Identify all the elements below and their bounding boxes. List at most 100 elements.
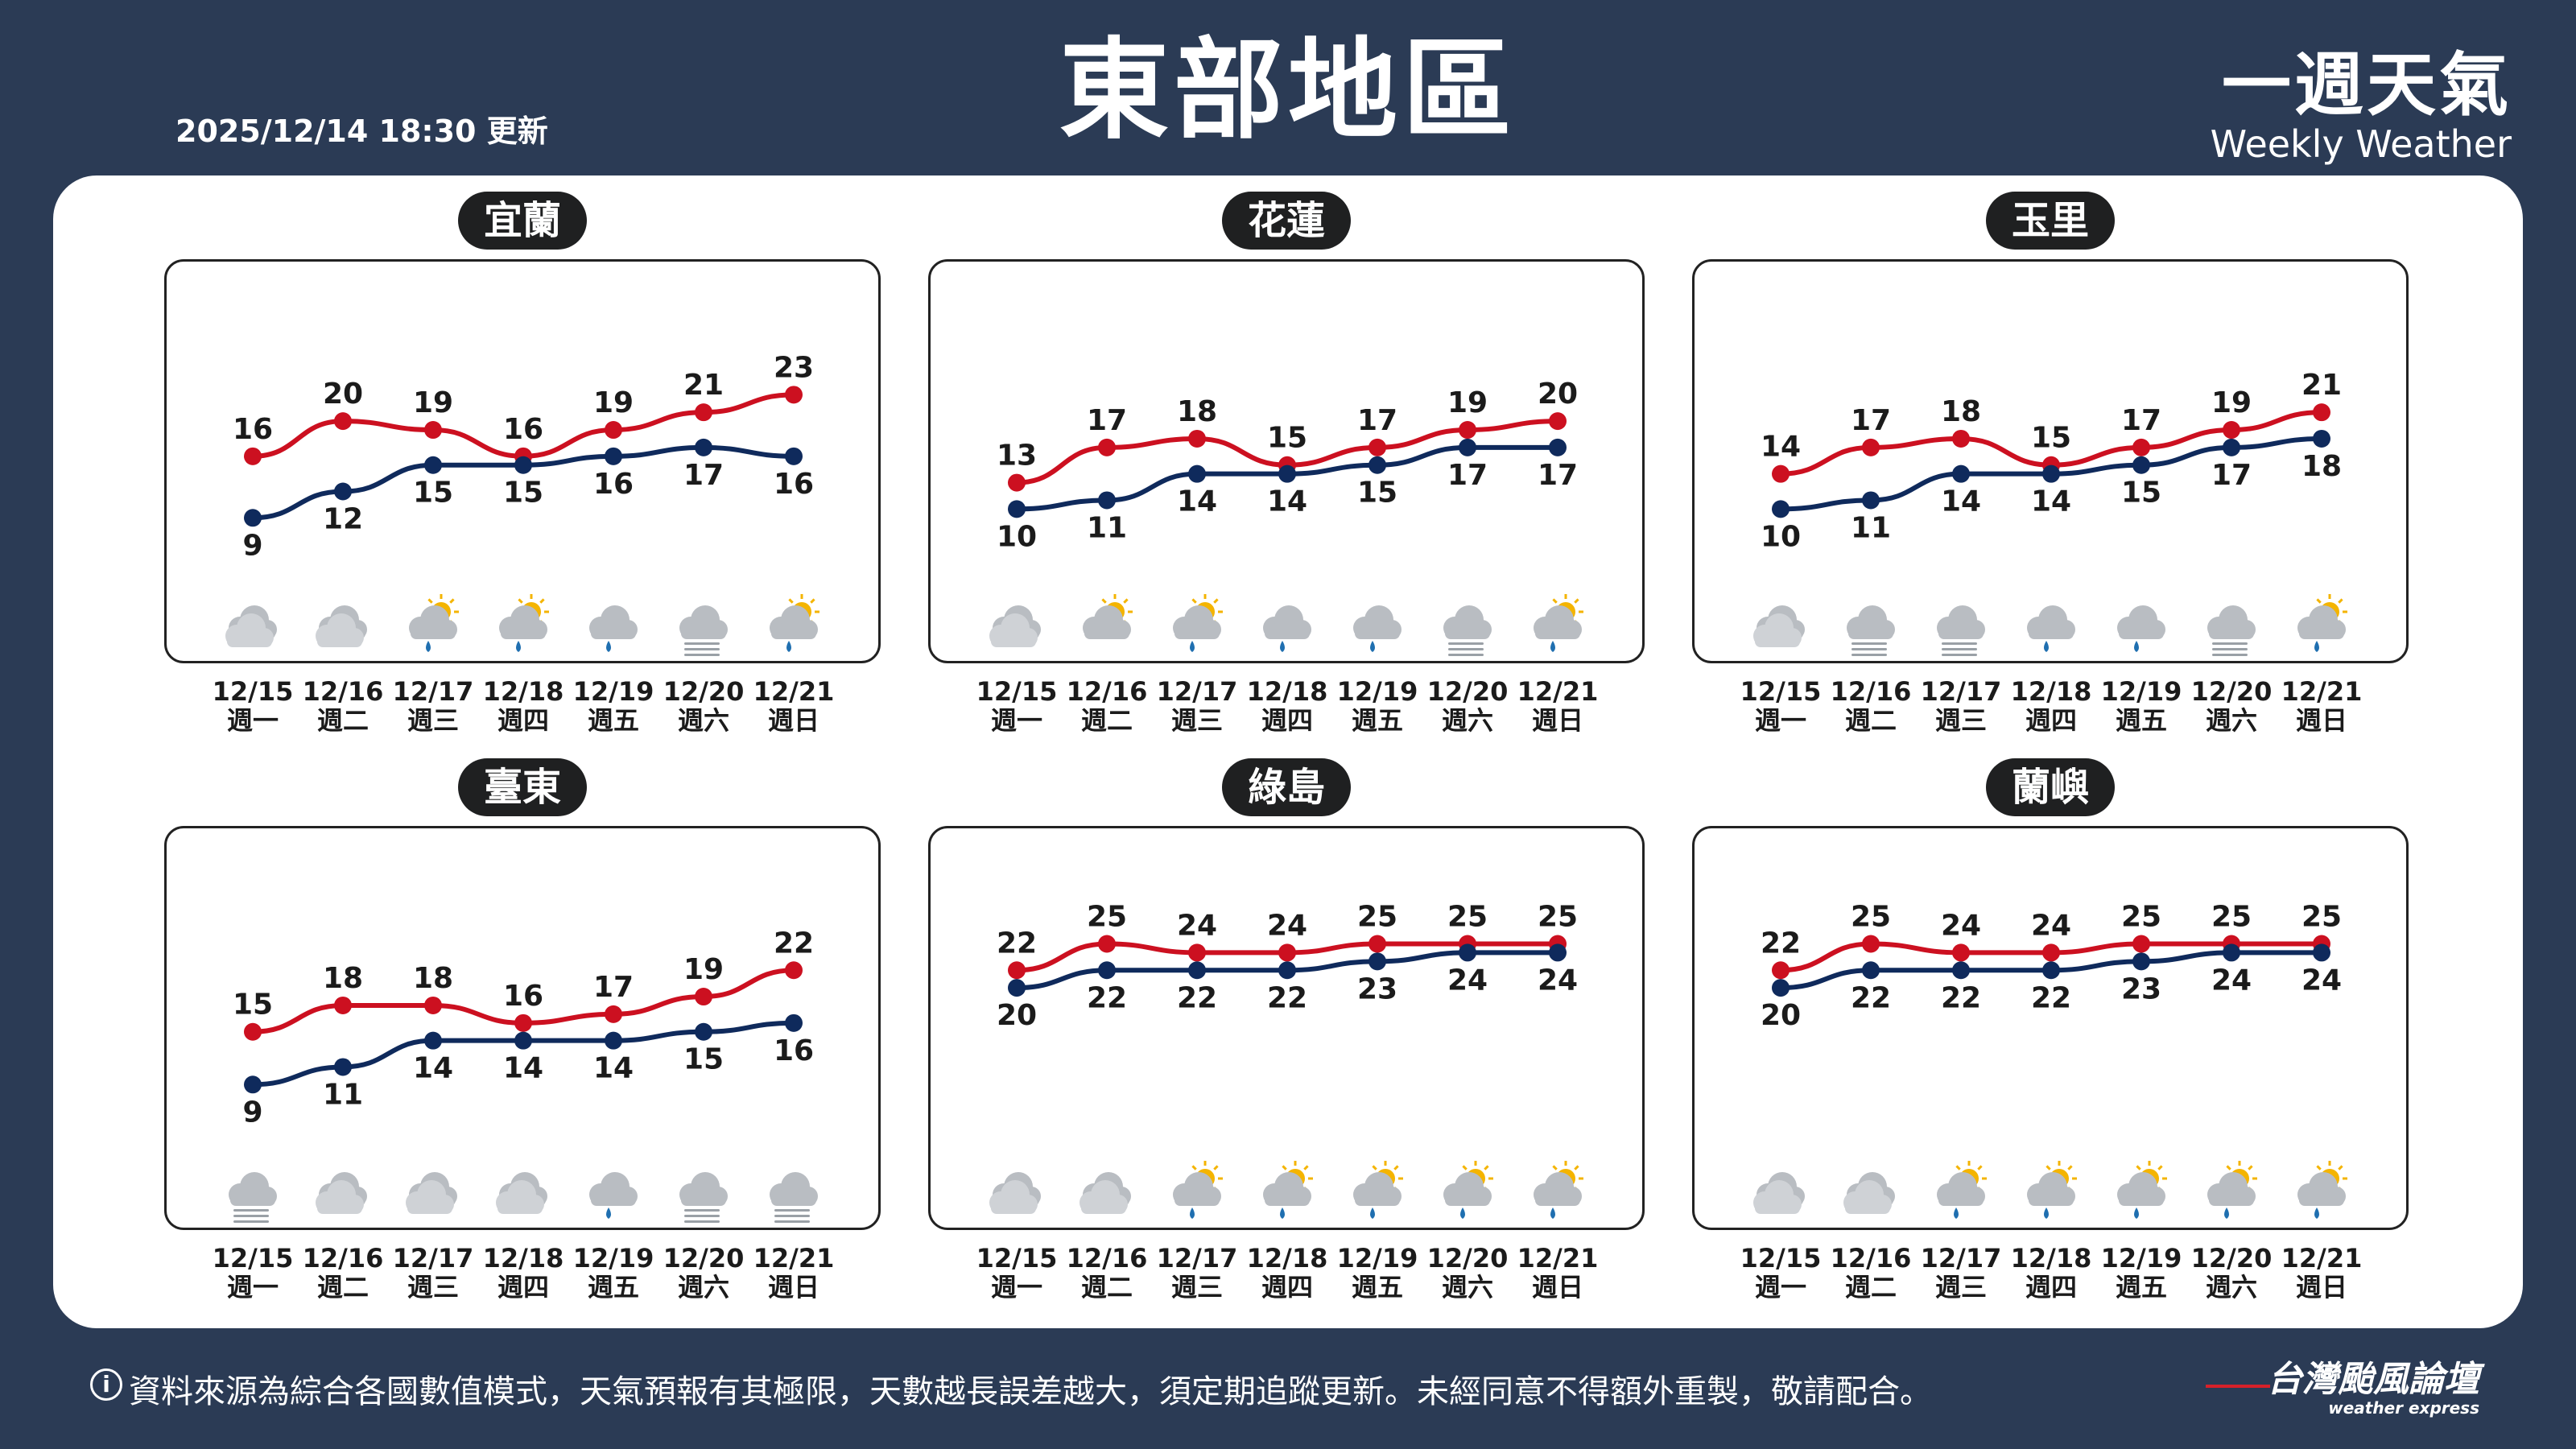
low-temp-label: 16: [593, 468, 634, 501]
fog-line: [2212, 642, 2248, 645]
cloud-part: [991, 1203, 1036, 1214]
cloud-fog-icon: [1847, 605, 1895, 656]
fog-line: [1448, 642, 1484, 645]
high-temp-label: 19: [1447, 386, 1488, 419]
cloud-part: [1174, 628, 1220, 639]
partly-sunny-rain-icon: [2027, 1161, 2077, 1219]
cloud-part: [991, 636, 1036, 647]
low-temp-label: 20: [997, 999, 1037, 1032]
low-temp-label: 16: [774, 1034, 814, 1067]
sun-ray: [2338, 1165, 2343, 1170]
cloud-rain-icon: [2117, 605, 2165, 652]
low-temp-label: 14: [413, 1052, 453, 1085]
low-temp-label: 11: [1851, 511, 1891, 544]
day-weekday-label: 週二: [1081, 705, 1133, 736]
sun-ray: [810, 598, 815, 604]
low-temp-point: [1368, 952, 1386, 971]
day-date-label: 12/15: [213, 1243, 294, 1274]
low-temp-label: 22: [2031, 981, 2071, 1014]
cloud-part: [2299, 1195, 2344, 1206]
day-weekday-label: 週三: [407, 705, 459, 736]
cloud-part: [317, 1203, 362, 1214]
low-temp-label: 24: [2211, 964, 2252, 997]
low-temp-label: 24: [2301, 964, 2342, 997]
high-temp-label: 18: [1177, 395, 1217, 428]
high-temp-label: 15: [1267, 422, 1307, 455]
sun-ray: [1552, 598, 1558, 604]
low-temp-point: [785, 447, 803, 465]
fog-line: [2212, 654, 2248, 656]
low-temp-point: [1459, 438, 1476, 456]
high-temp-point: [1008, 473, 1026, 492]
low-temp-label: 20: [1761, 999, 1801, 1032]
day-date-label: 12/15: [976, 1243, 1058, 1274]
low-temp-point: [1098, 961, 1116, 980]
sun-ray: [2316, 1165, 2322, 1170]
high-temp-point: [2132, 935, 2150, 953]
low-temp-label: 23: [1357, 972, 1397, 1005]
cloud-fog-icon: [1443, 605, 1492, 656]
sun-ray: [1191, 598, 1197, 604]
cloud-part: [497, 1203, 543, 1214]
low-temp-label: 24: [1538, 964, 1578, 997]
low-temp-point: [334, 482, 352, 501]
low-temp-label: 10: [1761, 520, 1801, 553]
cloud-part: [591, 628, 636, 639]
day-date-label: 12/17: [1921, 1243, 2002, 1274]
day-weekday-label: 週四: [1261, 705, 1313, 736]
cloud-part: [591, 1195, 636, 1206]
cloudy-icon: [989, 1172, 1041, 1214]
sun-ray: [2338, 598, 2343, 604]
high-temp-label: 19: [683, 953, 724, 986]
high-temp-point: [1549, 412, 1567, 431]
station-name: 綠島: [1222, 758, 1351, 816]
day-date-label: 12/21: [1517, 1243, 1599, 1274]
partly-sunny-icon: [1083, 594, 1133, 639]
cloud-part: [681, 628, 726, 639]
low-temp-label: 16: [774, 468, 814, 501]
high-temp-point: [2132, 438, 2150, 456]
cloud-part: [501, 628, 546, 639]
low-temp-point: [514, 1031, 532, 1050]
rain-drop: [2134, 641, 2139, 652]
cloud-part: [681, 1195, 726, 1206]
low-temp-point: [1278, 464, 1296, 483]
high-temp-label: 25: [1087, 900, 1127, 933]
cloud-part: [1845, 1203, 1890, 1214]
high-temp-point: [424, 421, 442, 440]
day-weekday-label: 週日: [1532, 705, 1583, 736]
low-temp-label: 10: [997, 520, 1037, 553]
cloud-part: [2119, 1195, 2164, 1206]
day-weekday-label: 週四: [2025, 1272, 2077, 1302]
high-temp-label: 20: [323, 378, 363, 411]
sun-ray: [2248, 1165, 2253, 1170]
high-temp-point: [1008, 961, 1026, 980]
cloudy-icon: [1843, 1172, 1895, 1214]
low-temp-label: 12: [323, 503, 363, 536]
cloud-part: [2029, 1195, 2074, 1206]
high-temp-point: [1188, 429, 1206, 448]
station-name: 花蓮: [1222, 192, 1351, 250]
cloud-part: [1081, 1203, 1126, 1214]
cloud-part: [2029, 628, 2074, 639]
day-date-label: 12/16: [303, 676, 384, 707]
sun-ray: [788, 598, 794, 604]
cloud-part: [1535, 1195, 1580, 1206]
footer-brand-cn: 台灣颱風論壇: [2267, 1359, 2479, 1400]
cloud-part: [227, 636, 272, 647]
high-temp-label: 24: [1941, 909, 1981, 942]
day-date-label: 12/19: [1337, 676, 1418, 707]
day-weekday-label: 週三: [407, 1272, 459, 1302]
rain-drop: [1460, 1208, 1465, 1219]
footer-brand-logo: 台灣颱風論壇 weather express: [2267, 1359, 2479, 1418]
high-temp-label: 16: [503, 413, 543, 446]
high-temp-label: 16: [233, 413, 273, 446]
day-date-label: 12/16: [1067, 1243, 1148, 1274]
low-temp-point: [695, 438, 712, 456]
high-temp-label: 13: [997, 440, 1037, 473]
day-weekday-label: 週六: [2206, 1272, 2257, 1302]
station-name: 宜蘭: [458, 192, 587, 250]
fog-line: [684, 1215, 720, 1217]
cloud-part: [1755, 636, 1800, 647]
rain-drop: [786, 641, 791, 652]
